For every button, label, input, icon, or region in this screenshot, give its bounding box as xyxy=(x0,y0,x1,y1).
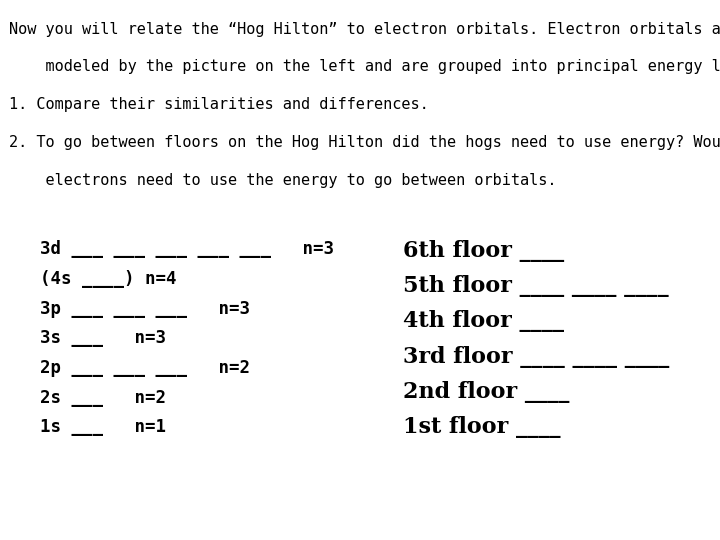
Text: 3p ___ ___ ___   n=3: 3p ___ ___ ___ n=3 xyxy=(40,300,250,318)
Text: 4th floor ____: 4th floor ____ xyxy=(403,310,564,333)
Text: 2nd floor ____: 2nd floor ____ xyxy=(403,381,570,403)
Text: 6th floor ____: 6th floor ____ xyxy=(403,240,564,262)
Text: (4s ____) n=4: (4s ____) n=4 xyxy=(40,270,176,288)
Text: 3rd floor ____ ____ ____: 3rd floor ____ ____ ____ xyxy=(403,346,670,368)
Text: 3d ___ ___ ___ ___ ___   n=3: 3d ___ ___ ___ ___ ___ n=3 xyxy=(40,240,333,258)
Text: electrons need to use the energy to go between orbitals.: electrons need to use the energy to go b… xyxy=(9,173,557,188)
Text: 2p ___ ___ ___   n=2: 2p ___ ___ ___ n=2 xyxy=(40,359,250,377)
Text: 1s ___   n=1: 1s ___ n=1 xyxy=(40,418,166,436)
Text: modeled by the picture on the left and are grouped into principal energy levels.: modeled by the picture on the left and a… xyxy=(9,59,720,75)
Text: 5th floor ____ ____ ____: 5th floor ____ ____ ____ xyxy=(403,275,669,298)
Text: Now you will relate the “Hog Hilton” to electron orbitals. Electron orbitals are: Now you will relate the “Hog Hilton” to … xyxy=(9,22,720,37)
Text: 3s ___   n=3: 3s ___ n=3 xyxy=(40,329,166,347)
Text: 1st floor ____: 1st floor ____ xyxy=(403,416,561,438)
Text: 1. Compare their similarities and differences.: 1. Compare their similarities and differ… xyxy=(9,97,429,112)
Text: 2. To go between floors on the Hog Hilton did the hogs need to use energy? Would: 2. To go between floors on the Hog Hilto… xyxy=(9,135,720,150)
Text: 2s ___   n=2: 2s ___ n=2 xyxy=(40,389,166,407)
